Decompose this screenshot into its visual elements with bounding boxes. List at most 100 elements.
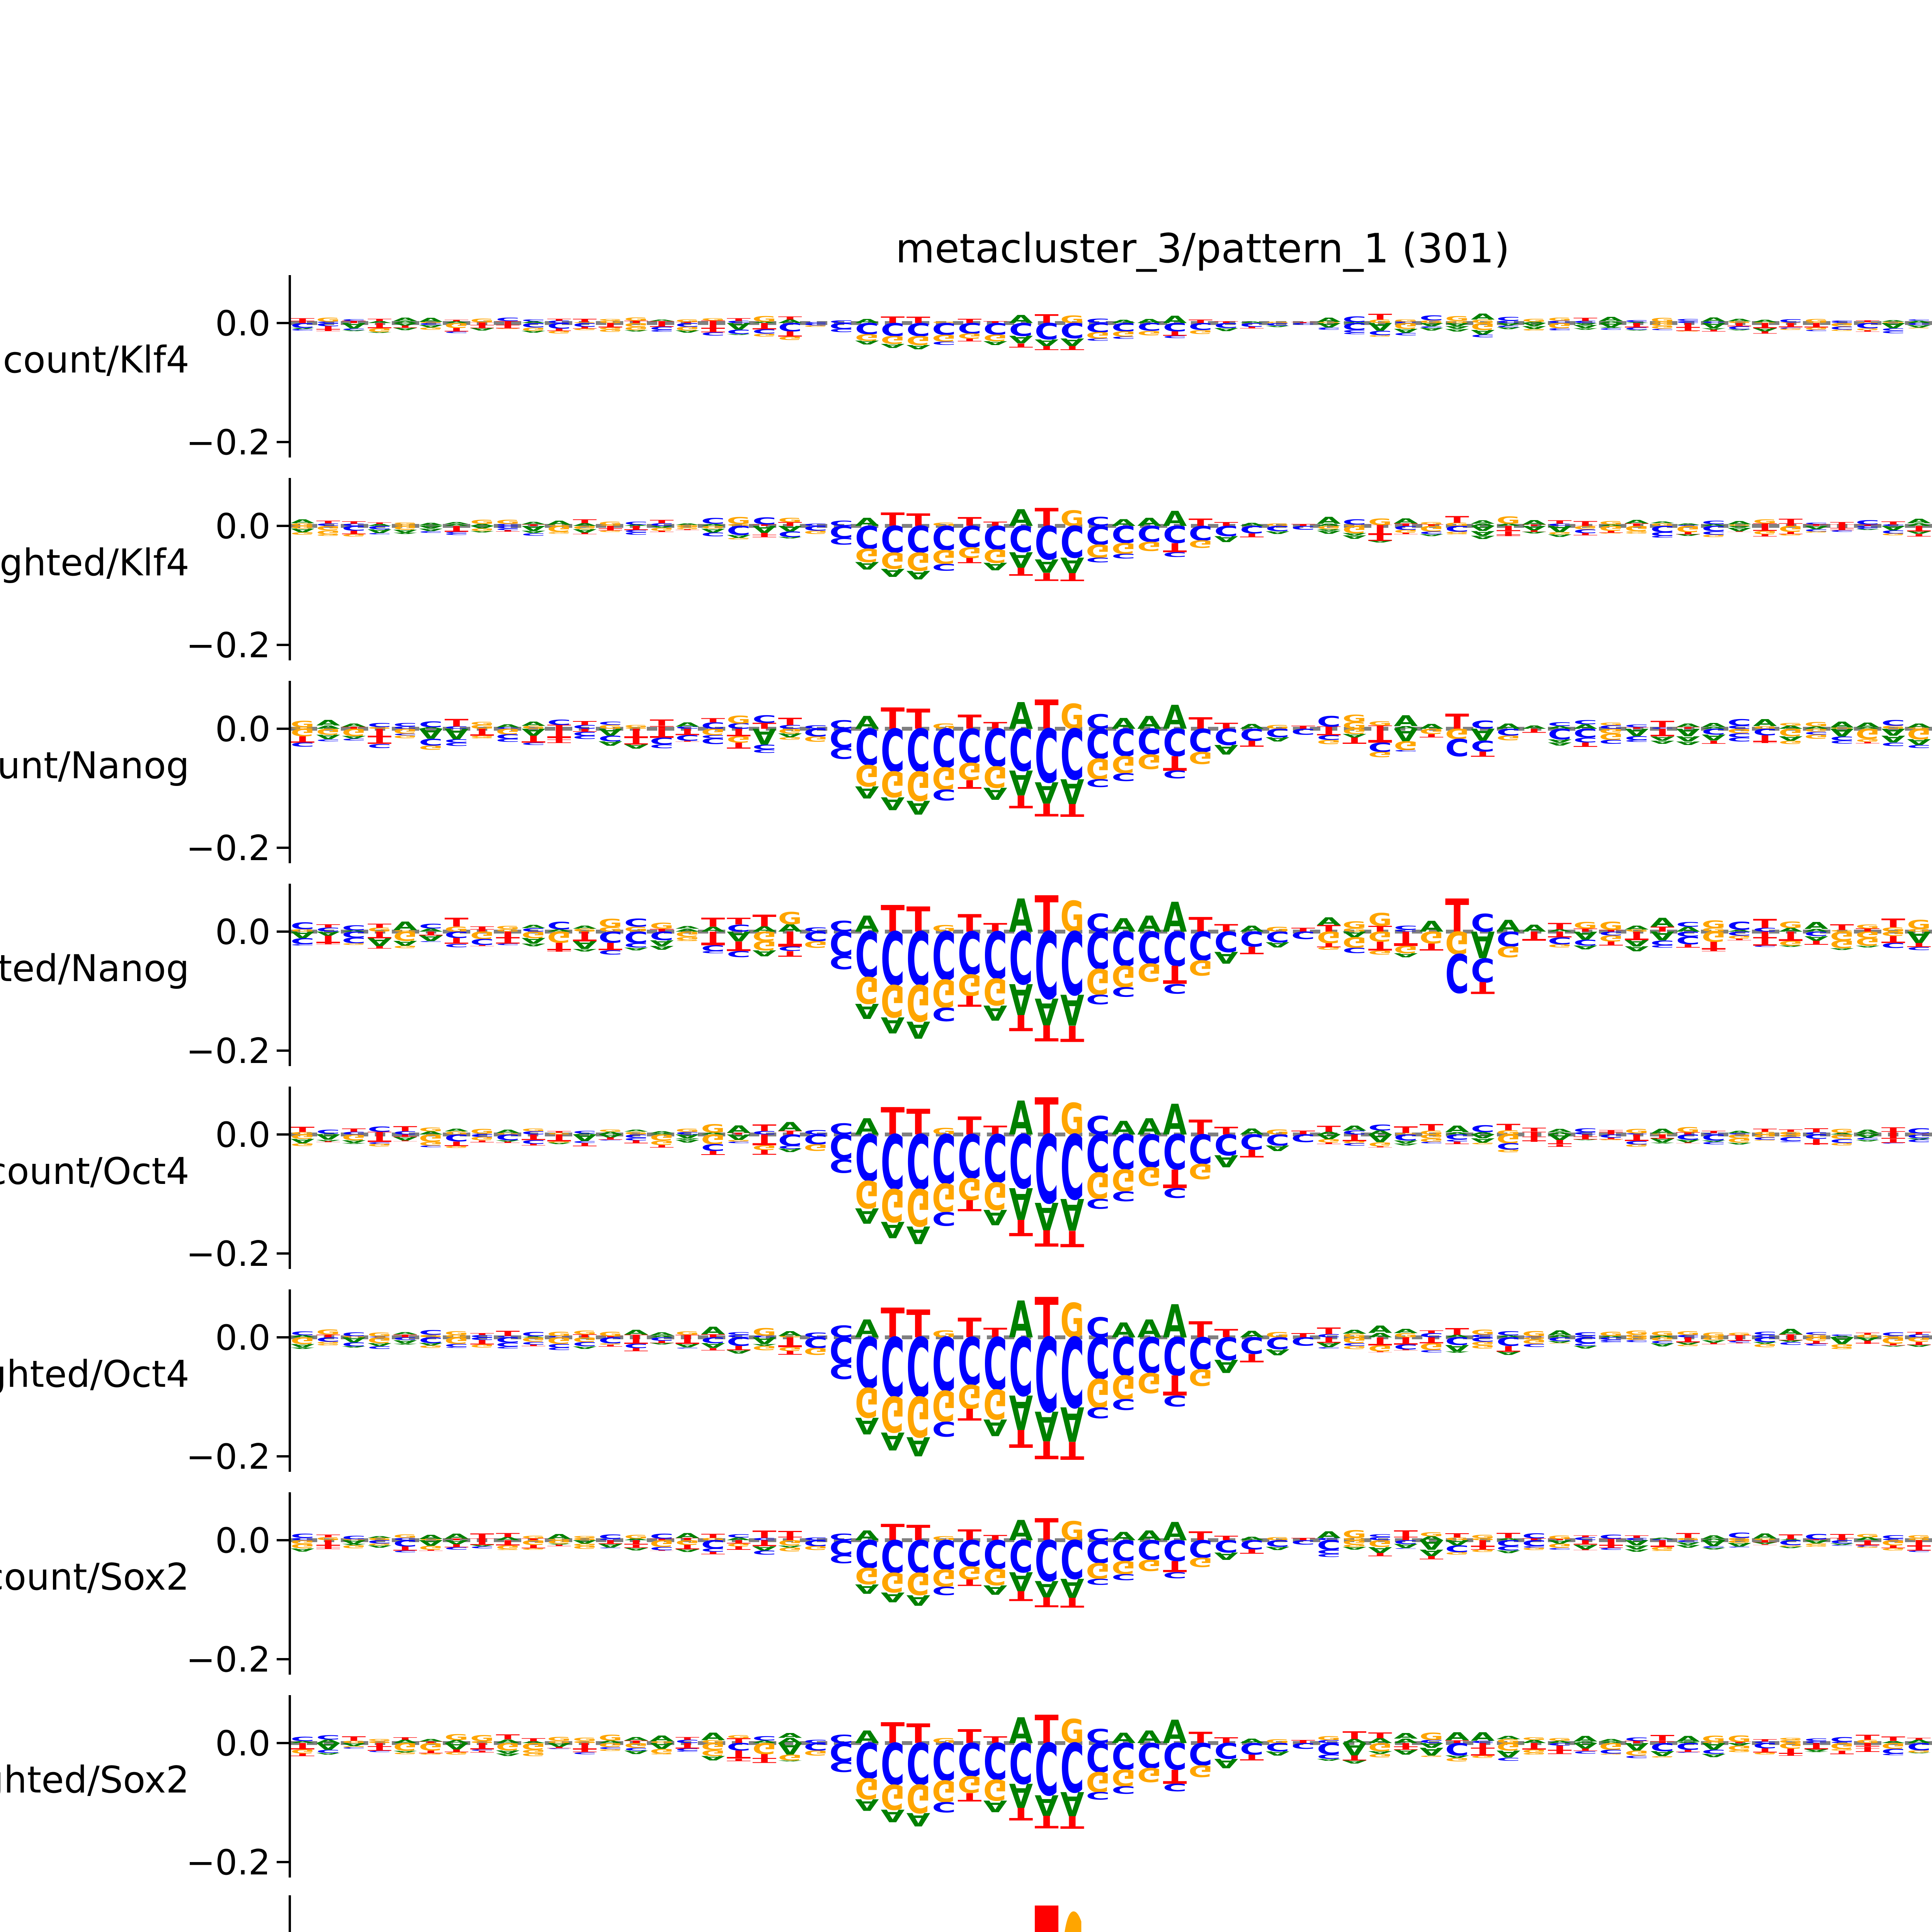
- logo-letter: C: [573, 724, 597, 730]
- logo-letter: T: [316, 1547, 340, 1549]
- logo-letter: C: [983, 518, 1007, 556]
- logo-letter: C: [1445, 941, 1469, 1003]
- logo-letter: T: [496, 1141, 520, 1143]
- logo-letter: G: [1804, 322, 1828, 323]
- logo-letter: G: [1855, 1533, 1879, 1539]
- logo-letter: A: [855, 782, 879, 801]
- y-tick-label: 0.0: [215, 1723, 270, 1764]
- y-tick-label: 0.0: [215, 1115, 270, 1155]
- logo-letter: G: [1804, 531, 1828, 533]
- logo-letter: G: [881, 333, 905, 346]
- logo-letter: G: [1522, 1736, 1546, 1741]
- logo-letter: C: [522, 532, 546, 536]
- logo-letter: G: [316, 534, 340, 536]
- logo-letter: T: [1855, 1733, 1879, 1742]
- logo-letter: C: [650, 326, 674, 331]
- logo-letter: A: [983, 1796, 1007, 1815]
- row-label: weighted/Oct4: [0, 1353, 189, 1396]
- logo-letter: G: [1650, 1550, 1674, 1551]
- logo-letter: A: [1060, 336, 1084, 348]
- logo-letter: A: [1855, 529, 1879, 530]
- logo-letter: T: [522, 733, 546, 745]
- logo-letter: A: [675, 1532, 699, 1540]
- logo-letter: G: [675, 527, 699, 529]
- logo-letter: A: [1445, 328, 1469, 332]
- logo-letter: T: [983, 320, 1007, 324]
- logo-letter: C: [1086, 1790, 1110, 1802]
- logo-letter: G: [342, 1544, 366, 1549]
- logo-letter: C: [522, 742, 546, 745]
- logo-letter: C: [1702, 520, 1726, 526]
- logo-letter: G: [804, 1749, 828, 1757]
- logo-letter: T: [1522, 524, 1546, 526]
- logo-letter: T: [1445, 1141, 1469, 1145]
- logo-letter: C: [316, 523, 340, 527]
- logo-letter: G: [573, 1545, 597, 1549]
- logo-letter: G: [1342, 524, 1366, 526]
- logo-letter: T: [983, 520, 1007, 527]
- logo-letter: T: [1599, 1129, 1623, 1133]
- logo-letter: T: [444, 319, 468, 321]
- logo-letter: C: [1368, 329, 1392, 336]
- logo-letter: C: [1573, 320, 1597, 324]
- logo-letter: A: [599, 726, 623, 738]
- logo-letter: A: [1009, 313, 1033, 326]
- logo-letter: C: [1830, 325, 1854, 330]
- logo-letter: T: [701, 320, 725, 324]
- logo-letter: C: [444, 331, 468, 333]
- logo-letter: A: [1702, 1753, 1726, 1758]
- logo-letter: A: [1702, 1547, 1726, 1550]
- logo-letter: T: [1009, 1804, 1033, 1824]
- logo-letter: A: [855, 560, 879, 571]
- logo-letter: A: [1265, 1750, 1289, 1757]
- logo-letter: T: [1855, 742, 1879, 744]
- logo-letter: G: [727, 537, 751, 540]
- logo-letter: A: [367, 523, 391, 526]
- logo-letter: T: [316, 329, 340, 332]
- logo-letter: G: [1779, 740, 1803, 745]
- logo-letter: G: [342, 942, 366, 945]
- logo-letter: T: [701, 1150, 725, 1156]
- logo-letter: T: [778, 330, 802, 338]
- logo-letter: A: [727, 1349, 751, 1355]
- logo-letter: G: [393, 727, 417, 735]
- logo-letter: G: [547, 524, 571, 526]
- logo-letter: C: [804, 724, 828, 730]
- logo-letter: C: [1548, 1548, 1572, 1550]
- logo-letter: C: [496, 727, 520, 729]
- logo-letter: A: [291, 1347, 315, 1349]
- row-label: weighted/Klf4: [0, 542, 189, 584]
- logo-letter: G: [1112, 330, 1136, 338]
- logo-letter: A: [855, 516, 879, 529]
- logo-letter: C: [1881, 742, 1905, 747]
- logo-letter: C: [1086, 1196, 1110, 1212]
- logo-letter: A: [1240, 522, 1264, 527]
- logo-letter: G: [1522, 1752, 1546, 1755]
- logo-letter: A: [522, 321, 546, 323]
- logo-letter: A: [881, 1589, 905, 1605]
- logo-letter: G: [624, 326, 648, 331]
- logo-letter: G: [1804, 721, 1828, 728]
- logo-letter: G: [1855, 923, 1879, 930]
- logo-letter: C: [752, 1549, 776, 1556]
- logo-letter: T: [1240, 944, 1264, 956]
- logo-letter: A: [855, 1203, 879, 1228]
- logo-letter: G: [444, 1145, 468, 1149]
- logo-letter: T: [291, 320, 315, 324]
- logo-letter: T: [367, 735, 391, 746]
- logo-letter: T: [1240, 739, 1264, 748]
- logo-letter: G: [419, 1127, 443, 1133]
- logo-letter: A: [1573, 324, 1597, 329]
- logo-letter: A: [1035, 337, 1059, 348]
- logo-letter: T: [599, 528, 622, 531]
- logo-letter: A: [906, 1592, 930, 1608]
- logo-letter: G: [932, 333, 956, 344]
- logo-letter: G: [599, 1733, 622, 1743]
- logo-letter: G: [1804, 318, 1828, 323]
- logo-letter: T: [1368, 533, 1392, 542]
- logo-letter: A: [650, 525, 674, 528]
- logo-letter: G: [1317, 946, 1341, 951]
- logo-letter: C: [419, 531, 443, 533]
- logo-letter: C: [804, 524, 828, 532]
- logo-letter: T: [1779, 517, 1803, 525]
